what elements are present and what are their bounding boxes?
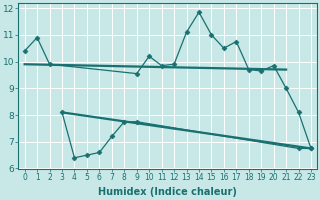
X-axis label: Humidex (Indice chaleur): Humidex (Indice chaleur) — [98, 187, 237, 197]
